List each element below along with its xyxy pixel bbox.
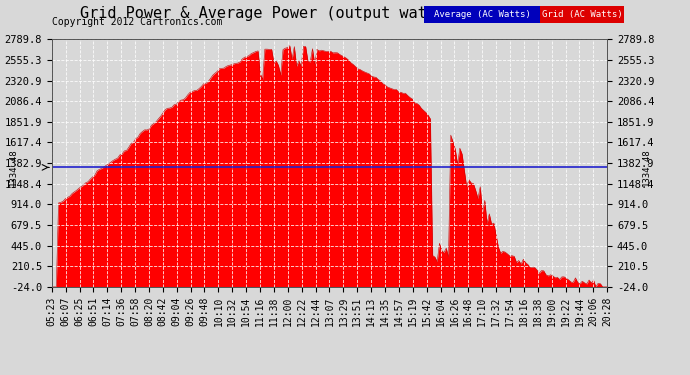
- Text: Grid (AC Watts): Grid (AC Watts): [542, 10, 622, 19]
- Text: Grid Power & Average Power (output watts)  Sun Jul 8 20:32: Grid Power & Average Power (output watts…: [80, 6, 610, 21]
- Text: 1334.48: 1334.48: [8, 148, 17, 186]
- Text: Average (AC Watts): Average (AC Watts): [434, 10, 531, 19]
- Text: Copyright 2012 Cartronics.com: Copyright 2012 Cartronics.com: [52, 17, 222, 27]
- Text: 1334.48: 1334.48: [642, 148, 651, 186]
